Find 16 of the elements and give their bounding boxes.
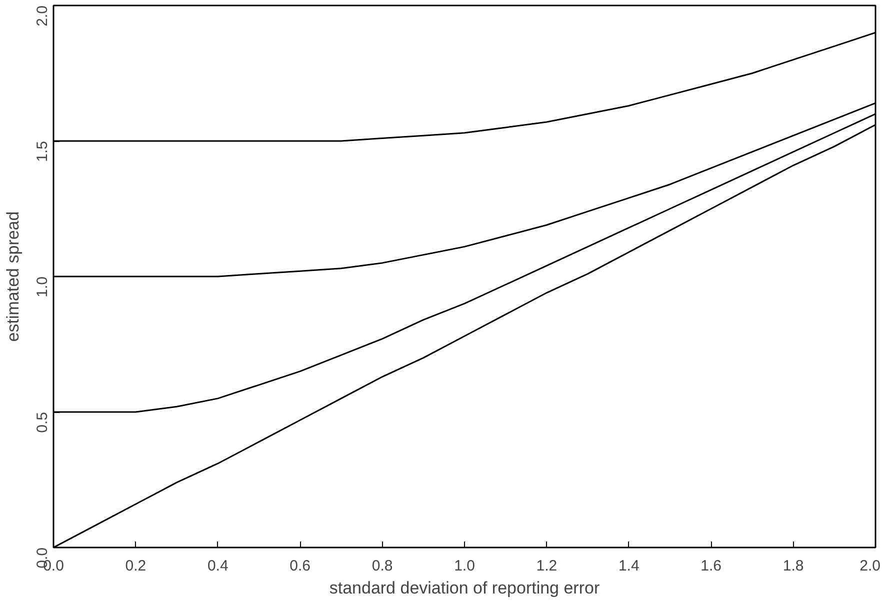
y-tick-label: 0.5 xyxy=(34,412,51,433)
y-tick-label: 1.5 xyxy=(34,140,51,162)
x-tick-label: 0.6 xyxy=(290,558,311,574)
x-tick-label: 0.4 xyxy=(207,558,228,574)
x-tick-label: 1.6 xyxy=(700,558,722,574)
y-tick-label: 1.0 xyxy=(34,276,51,298)
x-tick-label: 1.0 xyxy=(454,558,475,574)
x-tick-label: 0.2 xyxy=(125,558,146,574)
x-tick-label: 2.0 xyxy=(860,558,881,574)
x-tick-label: 1.2 xyxy=(536,558,558,574)
x-tick-label: 1.4 xyxy=(618,558,640,574)
x-tick-label: 0.8 xyxy=(372,558,393,574)
y-tick-label: 2.0 xyxy=(34,5,51,26)
x-tick-label: 1.8 xyxy=(782,558,804,574)
y-axis-title: estimated spread xyxy=(4,211,22,342)
x-axis-title: standard deviation of reporting error xyxy=(329,578,600,598)
